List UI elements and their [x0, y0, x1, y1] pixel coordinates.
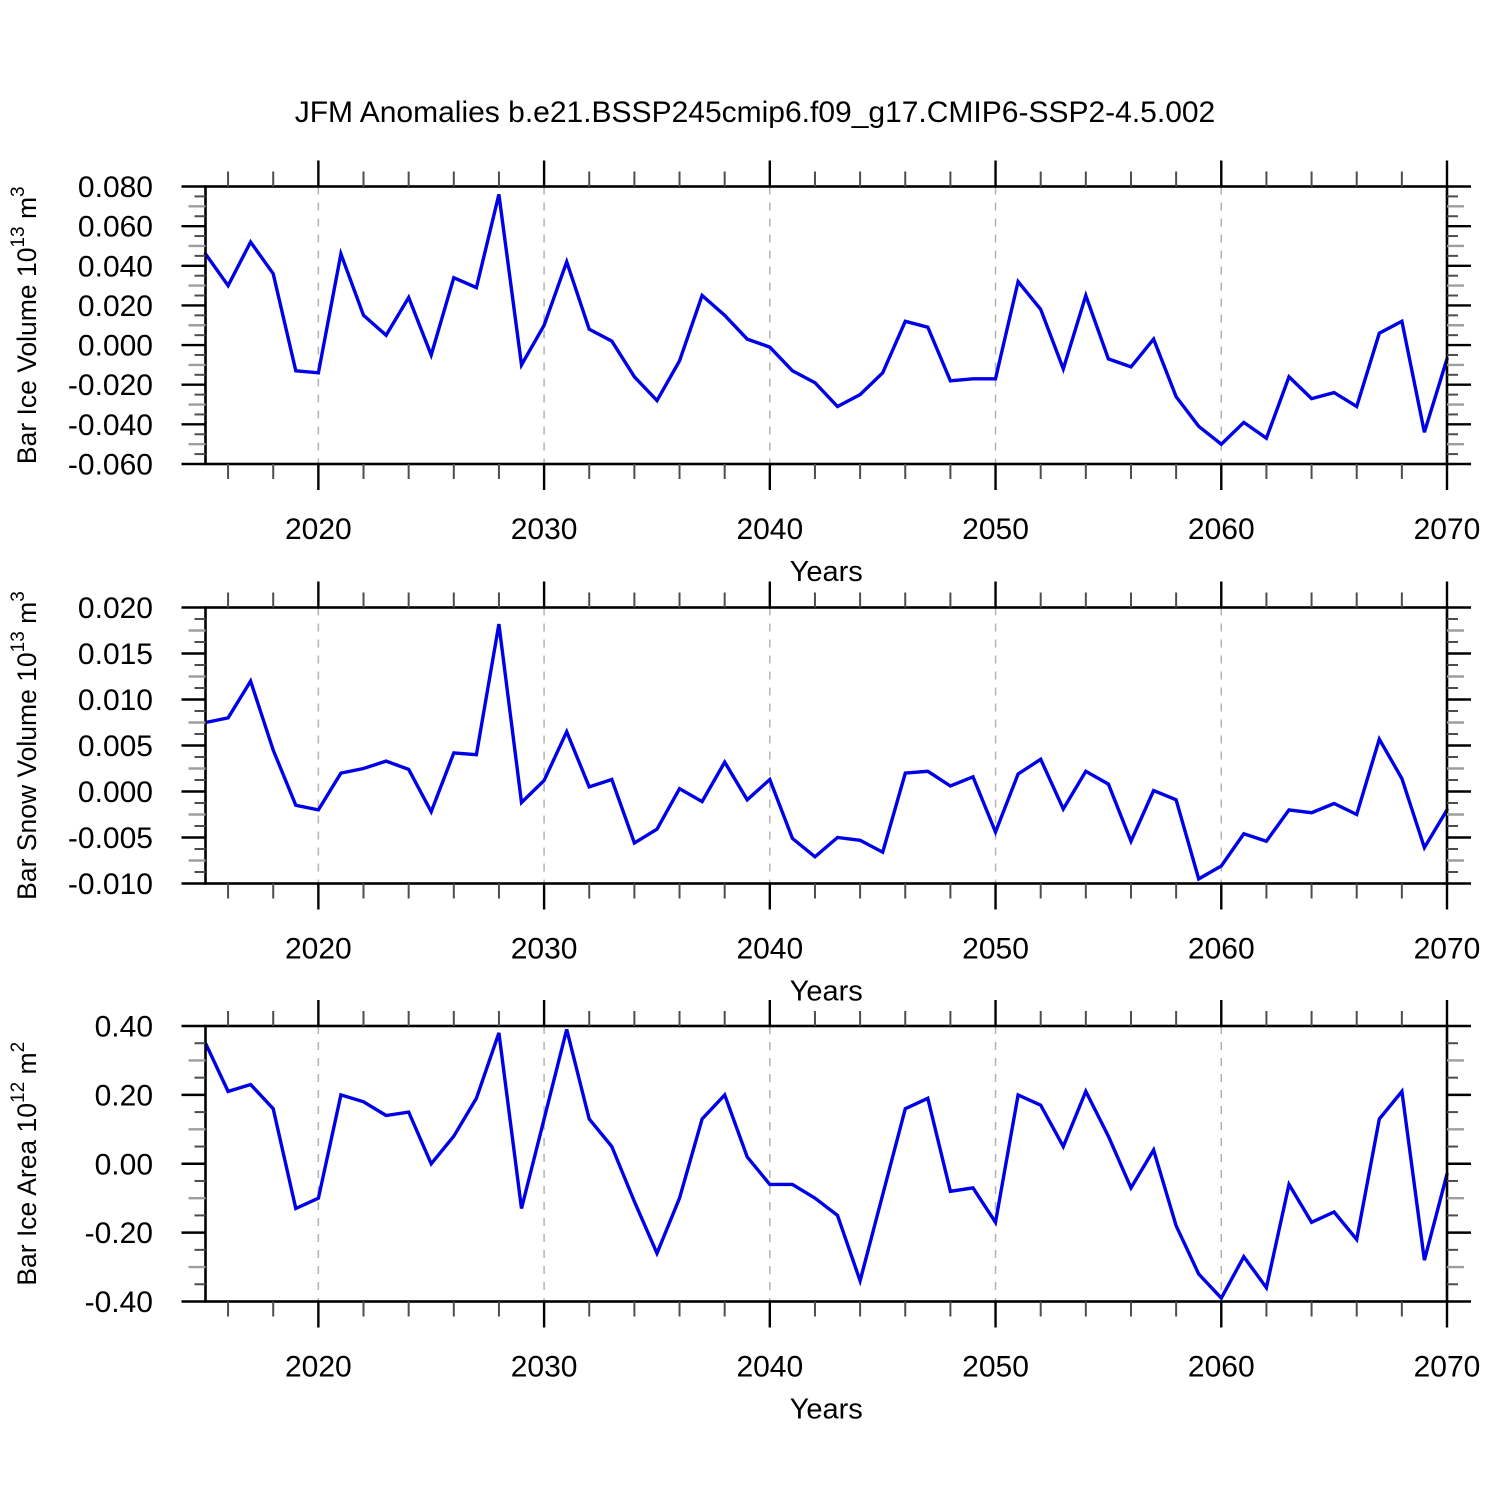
series-line [203, 194, 1449, 447]
axis-frame [204, 606, 1449, 885]
y-tick-label: 0.00 [95, 1148, 153, 1181]
x-tick-label: 2040 [736, 1351, 803, 1384]
y-tick-label: 0.020 [78, 290, 153, 323]
axis-frame [204, 1024, 1449, 1303]
chart-title: JFM Anomalies b.e21.BSSP245cmip6.f09_g17… [295, 96, 1216, 129]
y-tick-label: -0.060 [68, 449, 153, 482]
y-tick-label: 0.010 [78, 684, 153, 717]
y-tick-label: 0.060 [78, 211, 153, 244]
y-tick-label: 0.080 [78, 171, 153, 204]
x-axis-title: Years [790, 976, 863, 1008]
y-tick-label: -0.010 [68, 868, 153, 901]
y-tick-label: -0.40 [85, 1286, 153, 1319]
x-tick-label: 2040 [736, 513, 803, 546]
panel-2: 0.020 0.015 0.010 0.005 0.000 -0.005 -0.010 202… [8, 581, 1481, 1008]
x-tick-label: 2020 [285, 513, 352, 546]
x-tick-label: 2050 [962, 513, 1029, 546]
y-tick-label: 0.000 [78, 776, 153, 809]
x-tick-label: 2050 [962, 1351, 1029, 1384]
x-tick-label: 2040 [736, 933, 803, 966]
y-tick-label: 0.005 [78, 730, 153, 763]
y-tick-label: -0.020 [68, 369, 153, 402]
x-tick-label: 2070 [1414, 513, 1481, 546]
x-tick-label: 2070 [1414, 933, 1481, 966]
x-tick-label: 2060 [1188, 1351, 1255, 1384]
series-line [203, 623, 1449, 882]
panel-3: 0.40 0.20 0.00 -0.20 -0.40 2020 2030 2040 2050 20… [8, 1000, 1480, 1426]
y-tick-label: 0.000 [78, 330, 153, 363]
x-tick-label: 2060 [1188, 933, 1255, 966]
x-tick-label: 2020 [285, 933, 352, 966]
series-line [203, 1028, 1449, 1301]
x-tick-label: 2030 [511, 1351, 578, 1384]
x-tick-label: 2020 [285, 1351, 352, 1384]
x-axis-title: Years [790, 1394, 863, 1426]
y-axis-title: Bar Ice Area 1012​ m2​ [8, 1042, 42, 1286]
y-tick-label: 0.20 [95, 1079, 153, 1112]
y-axis-title: Bar Snow Volume 1013​ m3​ [8, 591, 42, 900]
y-tick-label: -0.040 [68, 409, 153, 442]
x-tick-label: 2030 [511, 933, 578, 966]
y-tick-label: -0.20 [85, 1217, 153, 1250]
y-tick-label: 0.040 [78, 250, 153, 283]
x-axis-title: Years [790, 556, 863, 588]
x-tick-label: 2030 [511, 513, 578, 546]
y-tick-label: 0.020 [78, 592, 153, 625]
y-axis-title: Bar Ice Volume 1013​ m3​ [8, 186, 42, 464]
x-tick-label: 2050 [962, 933, 1029, 966]
y-tick-label: -0.005 [68, 822, 153, 855]
y-tick-label: 0.015 [78, 638, 153, 671]
y-tick-label: 0.40 [95, 1011, 153, 1044]
panel-1: 0.080 0.060 0.040 0.020 0.000 -0.020 -0.040 -0.… [8, 160, 1481, 588]
x-tick-label: 2060 [1188, 513, 1255, 546]
x-tick-label: 2070 [1414, 1351, 1481, 1384]
